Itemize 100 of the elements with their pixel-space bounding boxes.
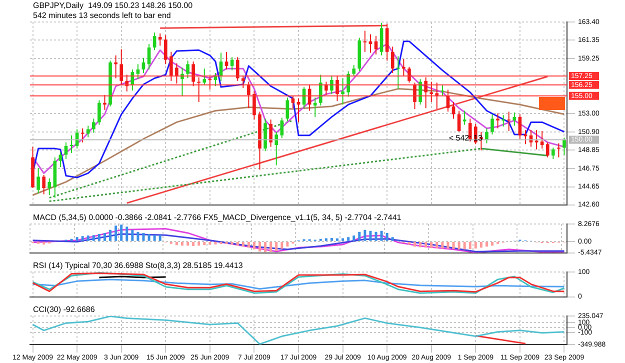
bar: [491, 242, 494, 246]
bar: [230, 242, 234, 245]
candlestick: [430, 81, 434, 102]
chart-title: RSI (14) Typical 70,30 36.6988 Sto(8,3,3) 28.5185 19.4413: [33, 261, 244, 270]
candlestick: [36, 167, 40, 194]
bar: [242, 242, 244, 247]
bar: [214, 242, 217, 245]
bar: [480, 242, 482, 248]
candlestick: [236, 56, 240, 82]
bar: [441, 242, 444, 249]
candlestick: [103, 94, 106, 110]
bar: [252, 242, 256, 250]
bar: [175, 242, 178, 246]
bar: [386, 232, 388, 241]
candlestick: [352, 64, 356, 77]
bar: [126, 226, 128, 241]
candlestick: [390, 46, 394, 74]
candlestick: [552, 147, 555, 160]
candlestick: [170, 51, 173, 82]
bar: [458, 242, 460, 250]
candlestick: [274, 131, 278, 166]
bar: [408, 242, 410, 245]
bar: [142, 232, 145, 241]
candlestick: [269, 119, 272, 148]
candlestick: [175, 62, 178, 84]
candlestick: [402, 58, 406, 77]
candlestick: [80, 128, 84, 143]
bar: [180, 242, 184, 246]
candlestick: [58, 152, 62, 168]
candlestick: [512, 112, 516, 126]
candlestick: [502, 114, 505, 128]
candlestick: [490, 114, 494, 135]
bar: [203, 242, 206, 246]
annotation: < 542: 13: [448, 133, 483, 142]
candlestick: [452, 101, 456, 120]
bar: [452, 242, 455, 249]
candlestick: [224, 51, 228, 70]
candlestick: [313, 97, 317, 118]
candlestick: [435, 82, 439, 110]
candlestick: [408, 66, 411, 84]
bar: [158, 235, 162, 241]
bar: [369, 230, 372, 241]
chart-title: GBPJPY,Daily 149.09 150.23 148.26 150.00: [33, 1, 194, 10]
bar: [264, 242, 267, 252]
candlestick: [142, 58, 146, 74]
candlestick: [496, 112, 500, 129]
bar: [270, 242, 272, 252]
bar: [258, 242, 261, 252]
candlestick: [291, 95, 295, 109]
bar: [463, 242, 466, 250]
candlestick: [42, 174, 46, 195]
bar: [98, 234, 100, 241]
bar: [391, 237, 394, 241]
bar: [446, 242, 450, 249]
chart-title: CCI(30) -92.6686: [33, 305, 96, 314]
candlestick: [562, 137, 566, 156]
candlestick: [120, 48, 124, 86]
bar: [280, 242, 284, 249]
bar: [236, 242, 239, 246]
bar: [324, 238, 328, 241]
bar: [186, 242, 190, 246]
candlestick: [363, 30, 367, 52]
candlestick: [164, 34, 168, 65]
candlestick: [330, 75, 334, 95]
bar: [474, 242, 477, 249]
bar: [468, 242, 472, 249]
candlestick: [152, 32, 156, 51]
bar: [419, 242, 422, 248]
candlestick: [318, 74, 322, 106]
bar: [114, 226, 118, 241]
bar: [92, 235, 95, 241]
candlestick: [507, 111, 511, 132]
candlestick: [380, 22, 384, 56]
candlestick: [252, 90, 256, 120]
candlestick: [98, 100, 101, 126]
candlestick: [92, 118, 96, 134]
candlestick: [197, 76, 201, 102]
candlestick: [286, 97, 290, 122]
bar: [358, 232, 361, 241]
bar: [148, 234, 150, 241]
bar: [131, 230, 134, 241]
candlestick: [440, 84, 444, 96]
bar: [424, 242, 428, 248]
candlestick: [208, 75, 212, 90]
bar: [136, 232, 140, 241]
candlestick: [186, 60, 190, 79]
bar: [380, 230, 383, 241]
bar: [342, 238, 344, 241]
bar: [198, 242, 200, 246]
bar: [76, 237, 78, 241]
bar: [120, 224, 123, 241]
bar: [192, 242, 195, 246]
candlestick: [518, 114, 522, 140]
candlestick: [192, 61, 195, 87]
candlestick: [413, 82, 416, 110]
bar: [247, 242, 250, 248]
candlestick: [136, 64, 140, 80]
bar: [109, 230, 112, 241]
bar: [414, 242, 416, 247]
candlestick: [158, 32, 162, 46]
